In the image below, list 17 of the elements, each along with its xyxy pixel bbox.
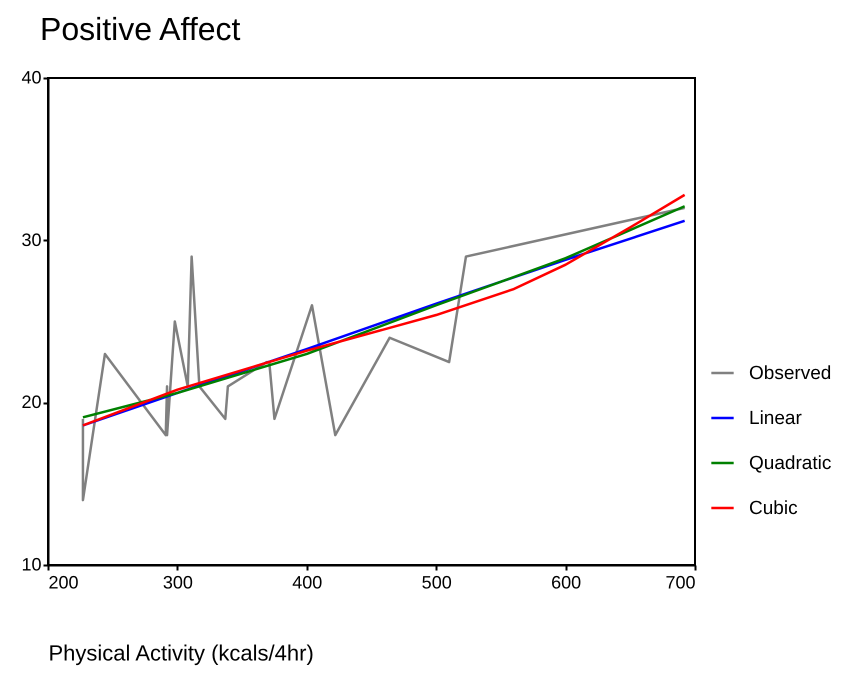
x-axis-title: Physical Activity (kcals/4hr) [48, 640, 314, 666]
y-tick-label: 20 [21, 392, 42, 412]
x-tick-label: 400 [292, 572, 322, 592]
chart-title: Positive Affect [40, 11, 241, 47]
x-tick-label: 700 [665, 572, 696, 592]
legend-label: Quadratic [749, 452, 832, 474]
y-tick-label: 30 [21, 230, 42, 250]
x-tick-label: 500 [422, 572, 452, 592]
y-tick-label: 10 [21, 554, 42, 574]
x-tick-label: 600 [551, 572, 582, 592]
line-series [82, 206, 686, 502]
legend-label: Observed [749, 362, 832, 384]
x-tick-label: 300 [162, 572, 193, 592]
y-tick-label: 40 [21, 68, 42, 88]
x-tick-label: 200 [48, 572, 79, 592]
legend-label: Linear [749, 408, 802, 429]
legend-label: Cubic [749, 498, 798, 519]
